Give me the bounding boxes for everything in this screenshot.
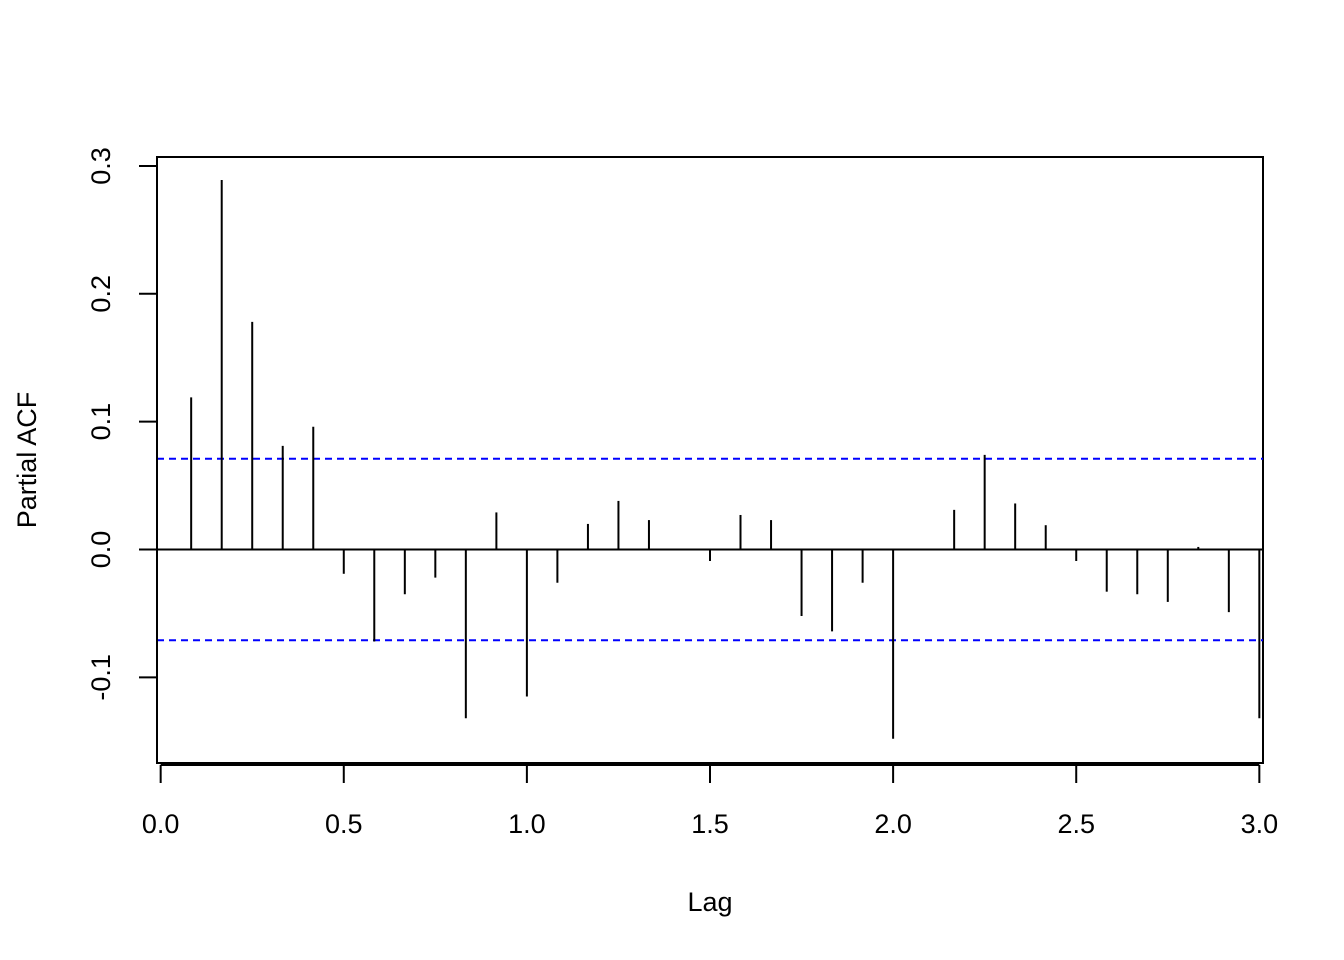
x-tick-label: 3.0: [1241, 809, 1279, 839]
x-axis-title: Lag: [687, 887, 732, 917]
y-axis-title: Partial ACF: [12, 392, 42, 529]
x-tick-label: 2.5: [1057, 809, 1095, 839]
y-tick-label: 0.2: [86, 275, 116, 313]
y-tick-label: 0.0: [86, 531, 116, 569]
x-tick-label: 0.5: [325, 809, 363, 839]
pacf-spikes: [190, 180, 1261, 739]
y-tick-label: -0.1: [86, 654, 116, 701]
x-tick-label: 2.0: [874, 809, 912, 839]
y-axis: -0.1 0.0 0.1 0.2 0.3: [86, 147, 158, 701]
y-tick-label: 0.3: [86, 147, 116, 185]
x-tick-label: 0.0: [142, 809, 180, 839]
plot-frame: [156, 156, 1264, 764]
y-tick-label: 0.1: [86, 403, 116, 441]
x-axis: 0.0 0.5 1.0 1.5 2.0 2.5 3.0: [142, 764, 1279, 839]
x-tick-label: 1.0: [508, 809, 546, 839]
x-tick-label: 1.5: [691, 809, 729, 839]
